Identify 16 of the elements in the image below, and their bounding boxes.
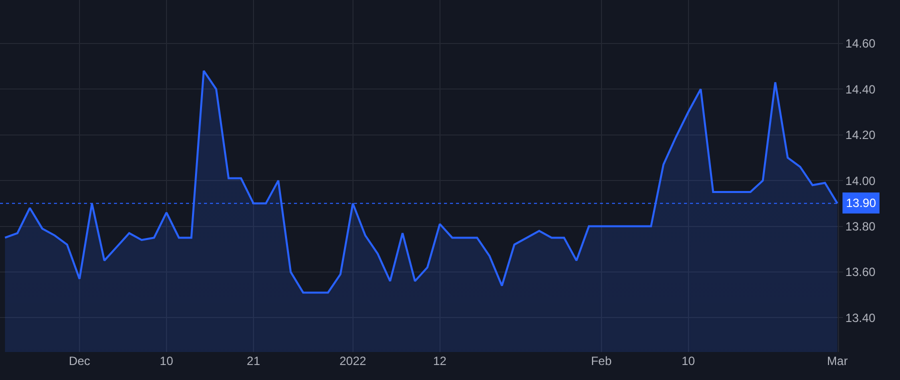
y-tick-label: 14.60 bbox=[845, 36, 876, 51]
x-tick-label: Feb bbox=[590, 354, 612, 368]
y-tick-label: 13.80 bbox=[845, 219, 876, 234]
x-tick-label: 10 bbox=[682, 354, 696, 368]
x-tick-label: 10 bbox=[160, 354, 174, 368]
x-tick-label: 2022 bbox=[339, 354, 367, 368]
y-tick-label: 14.20 bbox=[845, 128, 876, 142]
x-tick-label: Mar bbox=[827, 354, 848, 368]
x-tick-label: 21 bbox=[246, 354, 260, 368]
x-tick-label: Dec bbox=[68, 354, 90, 368]
ref-line-label: 13.90 bbox=[846, 196, 876, 210]
y-tick-label: 13.60 bbox=[845, 265, 876, 280]
x-tick-label: 12 bbox=[433, 354, 447, 368]
y-tick-label: 14.40 bbox=[845, 82, 876, 96]
y-tick-label: 14.00 bbox=[845, 174, 876, 188]
y-tick-label: 13.40 bbox=[845, 310, 876, 325]
